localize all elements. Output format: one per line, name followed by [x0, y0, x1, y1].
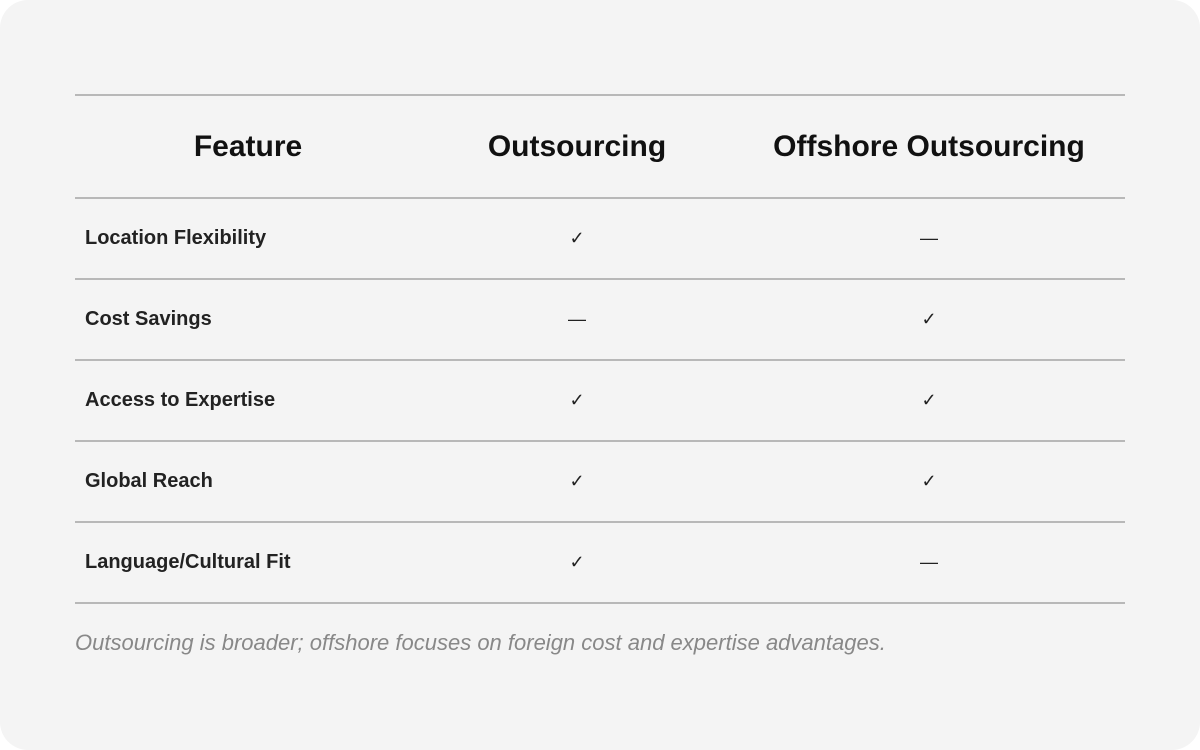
table-row: Access to Expertise ✓ ✓ [75, 360, 1125, 441]
dash-icon: — [920, 228, 938, 248]
check-icon: ✓ [569, 552, 585, 572]
check-icon: ✓ [569, 471, 585, 491]
check-icon: ✓ [569, 390, 585, 410]
dash-icon: — [568, 309, 586, 329]
feature-label: Language/Cultural Fit [85, 551, 291, 573]
check-icon: ✓ [569, 228, 585, 248]
table-row: Language/Cultural Fit ✓ — [75, 522, 1125, 603]
dash-icon: — [920, 552, 938, 572]
header-outsourcing: Outsourcing [487, 129, 667, 163]
table-row: Location Flexibility ✓ — [75, 198, 1125, 279]
table-row: Global Reach ✓ ✓ [75, 441, 1125, 522]
header-offshore: Offshore Outsourcing [773, 129, 1085, 163]
feature-label: Location Flexibility [85, 227, 267, 249]
feature-label: Global Reach [85, 470, 213, 492]
feature-label: Access to Expertise [85, 389, 276, 411]
check-icon: ✓ [921, 471, 937, 491]
footnote: Outsourcing is broader; offshore focuses… [75, 630, 886, 655]
check-icon: ✓ [921, 309, 937, 329]
comparison-table: Feature Outsourcing Offshore Outsourcing… [75, 94, 1125, 604]
check-icon: ✓ [921, 390, 937, 410]
feature-label: Cost Savings [85, 308, 212, 330]
table-row: Cost Savings — ✓ [75, 279, 1125, 360]
header-feature: Feature [193, 129, 303, 163]
header-row: Feature Outsourcing Offshore Outsourcing [75, 95, 1125, 198]
